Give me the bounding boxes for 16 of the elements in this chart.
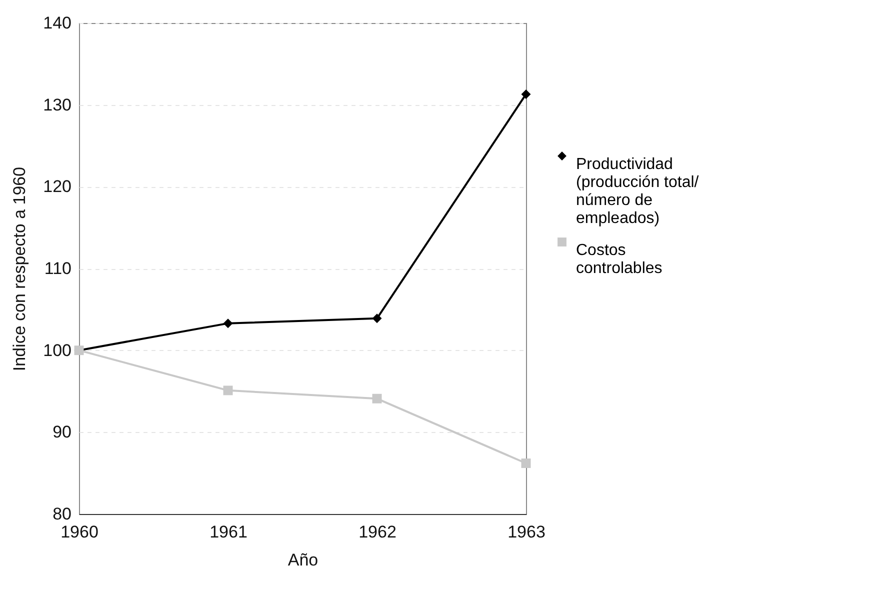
legend-label: Costos controlables [576, 242, 662, 277]
legend-label: Productividad (producción total/ número de empleados) [576, 156, 700, 227]
y-tick-label: 90 [52, 422, 72, 442]
y-tick-label: 100 [43, 340, 72, 360]
y-tick-label: 140 [43, 14, 72, 32]
x-axis-title: Año [288, 550, 318, 570]
x-tick-label: 1960 [60, 522, 98, 542]
point [521, 458, 531, 468]
y-tick-label: 110 [44, 259, 72, 278]
y-tick-label: 120 [43, 177, 72, 196]
y-tick-label: 80 [52, 504, 72, 524]
x-tick-label: 1963 [508, 522, 546, 542]
x-tick-label: 1961 [210, 522, 248, 542]
y-tick-label: 130 [43, 95, 72, 114]
y-axis-title: Indice con respecto a 1960 [10, 166, 30, 372]
x-tick-label: 1962 [358, 522, 396, 542]
